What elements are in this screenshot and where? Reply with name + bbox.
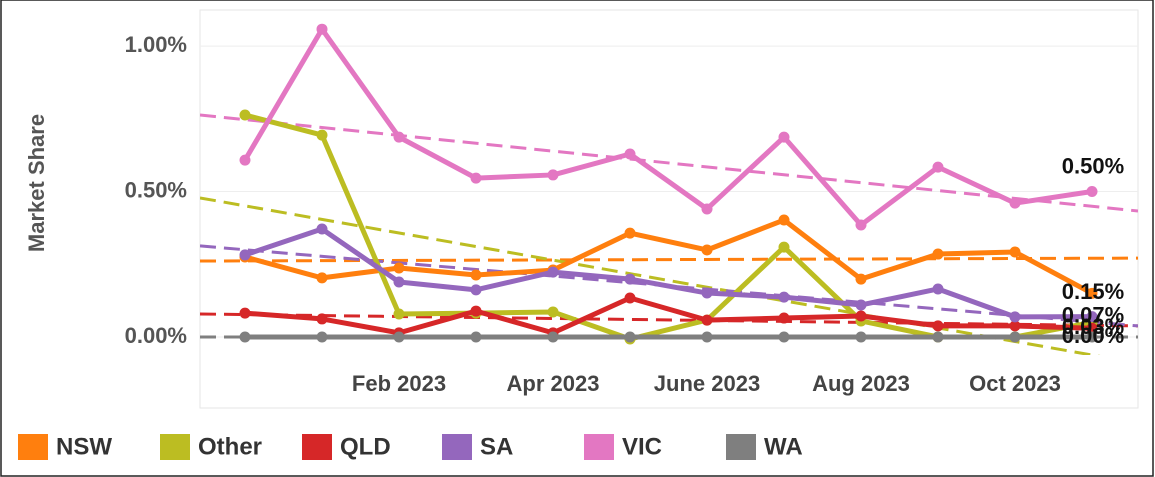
y-tick-label: 0.50% xyxy=(125,177,187,202)
point xyxy=(701,244,713,256)
point xyxy=(624,273,636,285)
point xyxy=(547,266,559,278)
point xyxy=(239,307,251,319)
point xyxy=(470,305,482,317)
legend-swatch xyxy=(18,434,48,460)
legend-swatch xyxy=(302,434,332,460)
point xyxy=(1086,311,1098,323)
legend-label: Other xyxy=(198,433,262,460)
point xyxy=(393,276,405,288)
end-label: 0.03% xyxy=(1062,314,1124,339)
point xyxy=(855,310,867,322)
point xyxy=(855,331,867,343)
trend-line xyxy=(200,113,1138,213)
point xyxy=(701,314,713,326)
point xyxy=(393,308,405,320)
x-tick-label: Feb 2023 xyxy=(352,371,446,396)
point xyxy=(239,154,251,166)
point xyxy=(1009,320,1021,332)
x-tick-label: Apr 2023 xyxy=(507,371,600,396)
legend-swatch xyxy=(584,434,614,460)
point xyxy=(239,331,251,343)
legend-label: WA xyxy=(764,433,803,460)
point xyxy=(932,161,944,173)
point xyxy=(778,312,790,324)
end-label: 0.00% xyxy=(1062,323,1124,348)
legend-label: VIC xyxy=(622,433,662,460)
point xyxy=(932,331,944,343)
series-line xyxy=(242,26,1093,228)
end-label: 0.50% xyxy=(1062,153,1124,178)
y-tick-label: 1.00% xyxy=(125,32,187,57)
point xyxy=(1086,331,1098,343)
series-line xyxy=(244,217,1094,296)
x-tick-label: June 2023 xyxy=(654,371,760,396)
point xyxy=(393,131,405,143)
x-tick-label: Oct 2023 xyxy=(969,371,1061,396)
legend-label: NSW xyxy=(56,433,112,460)
point xyxy=(701,203,713,215)
point xyxy=(1086,322,1098,334)
point xyxy=(239,109,251,121)
point xyxy=(855,273,867,285)
point xyxy=(1009,331,1021,343)
point xyxy=(547,306,559,318)
point xyxy=(547,169,559,181)
point xyxy=(778,131,790,143)
point xyxy=(778,241,790,253)
plot-frame xyxy=(199,9,1139,409)
point xyxy=(624,227,636,239)
legend-swatch xyxy=(442,434,472,460)
legend-swatch xyxy=(726,434,756,460)
point xyxy=(316,129,328,141)
series-line xyxy=(244,226,1093,320)
x-tick-label: Aug 2023 xyxy=(812,371,910,396)
point xyxy=(393,331,405,343)
point xyxy=(932,283,944,295)
legend-label: SA xyxy=(480,433,513,460)
point xyxy=(624,292,636,304)
point xyxy=(1086,287,1098,299)
point xyxy=(470,269,482,281)
point xyxy=(932,320,944,332)
point xyxy=(1009,311,1021,323)
point xyxy=(239,249,251,261)
point xyxy=(624,331,636,343)
end-label: 0.15% xyxy=(1062,279,1124,304)
series-line xyxy=(244,295,1093,336)
point xyxy=(316,313,328,325)
point xyxy=(393,262,405,274)
point xyxy=(316,331,328,343)
point xyxy=(1009,246,1021,258)
y-tick-label: 0.00% xyxy=(125,323,187,348)
point xyxy=(1086,186,1098,198)
point xyxy=(470,172,482,184)
end-label: 0.07% xyxy=(1062,302,1124,327)
legend-swatch xyxy=(160,434,190,460)
point xyxy=(470,331,482,343)
point xyxy=(855,299,867,311)
point xyxy=(316,223,328,235)
point xyxy=(932,248,944,260)
point xyxy=(470,284,482,296)
y-axis-label: Market Share xyxy=(24,114,49,252)
point xyxy=(701,287,713,299)
trend-line xyxy=(200,256,1138,263)
point xyxy=(316,272,328,284)
point xyxy=(316,23,328,35)
point xyxy=(855,219,867,231)
point xyxy=(624,148,636,160)
point xyxy=(1009,197,1021,209)
point xyxy=(778,291,790,303)
point xyxy=(778,331,790,343)
legend-label: QLD xyxy=(340,433,391,460)
point xyxy=(701,331,713,343)
point xyxy=(778,214,790,226)
point xyxy=(547,331,559,343)
